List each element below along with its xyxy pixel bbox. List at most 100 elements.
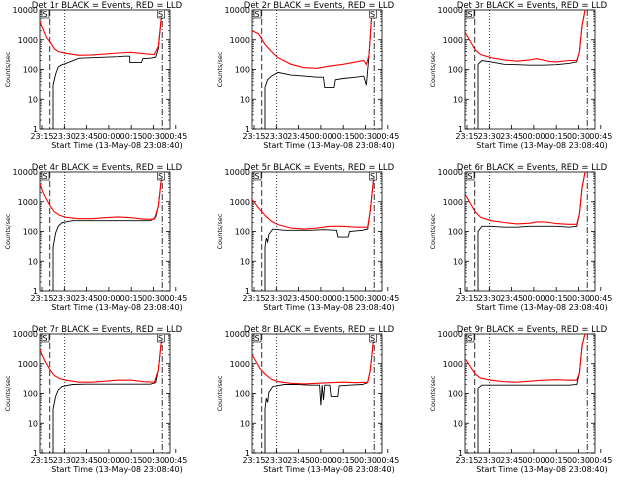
- x-tick-label: 23:15: [30, 456, 53, 465]
- x-tick-label: 00:45: [164, 294, 187, 303]
- y-tick-label: 10: [453, 95, 463, 104]
- x-tick-label: 00:00: [97, 132, 120, 141]
- marker-label: S: [467, 334, 472, 343]
- marker-box: [41, 9, 50, 19]
- x-tick-label: 23:30: [53, 456, 76, 465]
- panel-title: Det 9r BLACK = Events, RED = LLD: [457, 325, 608, 335]
- y-tick-label: 1: [458, 449, 463, 458]
- x-tick-label: 00:00: [522, 132, 545, 141]
- y-tick-label: 10000: [13, 168, 38, 177]
- marker-box: [466, 171, 475, 181]
- x-tick-label: 00:30: [354, 294, 377, 303]
- x-tick-label: 00:30: [142, 132, 165, 141]
- marker-label: S: [370, 334, 375, 343]
- y-tick-label: 10000: [438, 168, 463, 177]
- panel-title: Det 2r BLACK = Events, RED = LLD: [244, 1, 395, 11]
- panel-det-7: Det 7r BLACK = Events, RED = LLD 1 10 100 10…: [4, 325, 187, 474]
- plot-frame: [39, 333, 171, 454]
- plot-frame: [39, 171, 171, 292]
- y-axis-label: Counts/sec: [216, 375, 224, 411]
- series-line-lld: [252, 10, 374, 69]
- x-axis-label: Start Time (13-May-08 23:08:40): [51, 303, 182, 312]
- marker-label: S: [254, 172, 259, 181]
- marker-box: [253, 171, 262, 181]
- y-tick-label: 1000: [230, 36, 250, 45]
- panel-title: Det 1r BLACK = Events, RED = LLD: [32, 1, 183, 11]
- x-axis-label: Start Time (13-May-08 23:08:40): [263, 465, 394, 474]
- x-tick-label: 00:30: [354, 132, 377, 141]
- x-tick-label: 23:30: [478, 456, 501, 465]
- x-axis-label: Start Time (13-May-08 23:08:40): [51, 141, 182, 150]
- x-tick-label: 23:30: [265, 294, 288, 303]
- panel-det-4: Det 4r BLACK = Events, RED = LLD 1 10 100 10…: [4, 163, 187, 312]
- y-tick-label: 100: [448, 228, 463, 237]
- x-axis-label: Start Time (13-May-08 23:08:40): [476, 303, 607, 312]
- y-tick-label: 1000: [230, 198, 250, 207]
- y-tick-label: 10: [240, 419, 250, 428]
- plot-frame: [464, 333, 596, 454]
- series-line-lld: [40, 334, 164, 383]
- panel-title: Det 5r BLACK = Events, RED = LLD: [244, 163, 395, 173]
- y-tick-label: 1000: [18, 36, 38, 45]
- x-tick-label: 23:45: [500, 294, 523, 303]
- x-tick-label: 23:15: [242, 132, 265, 141]
- x-axis-label: Start Time (13-May-08 23:08:40): [263, 303, 394, 312]
- marker-box: [369, 9, 377, 19]
- x-tick-label: 00:00: [522, 456, 545, 465]
- y-tick-label: 10: [28, 95, 38, 104]
- series-line-lld: [252, 172, 376, 230]
- panel-det-9: Det 9r BLACK = Events, RED = LLD 1 10 100 10…: [429, 325, 612, 474]
- y-axis-label: Counts/sec: [4, 213, 12, 249]
- y-tick-label: 1: [245, 125, 250, 134]
- series-line-lld: [40, 10, 164, 56]
- series-line-events: [52, 172, 164, 291]
- x-tick-label: 00:15: [120, 456, 143, 465]
- marker-label: S: [370, 10, 375, 19]
- y-axis-label: Counts/sec: [216, 51, 224, 87]
- x-tick-label: 00:00: [309, 132, 332, 141]
- series-line-lld: [465, 334, 586, 383]
- y-tick-label: 100: [448, 390, 463, 399]
- x-tick-label: 23:15: [30, 132, 53, 141]
- marker-label: S: [158, 172, 163, 181]
- panel-det-5: Det 5r BLACK = Events, RED = LLD 1 10 100 10…: [216, 163, 399, 312]
- x-tick-label: 23:15: [242, 456, 265, 465]
- x-axis-label: Start Time (13-May-08 23:08:40): [476, 465, 607, 474]
- marker-label: S: [254, 10, 259, 19]
- series-line-events: [264, 334, 376, 453]
- x-tick-label: 23:45: [287, 294, 310, 303]
- x-tick-label: 23:45: [500, 132, 523, 141]
- marker-box: [369, 333, 377, 343]
- marker-box: [369, 171, 377, 181]
- marker-box: [466, 9, 475, 19]
- marker-label: S: [42, 172, 47, 181]
- plot-frame: [464, 9, 596, 130]
- panel-det-1: Det 1r BLACK = Events, RED = LLD 1 10 100 10…: [4, 1, 187, 150]
- y-tick-label: 1000: [443, 198, 463, 207]
- panel-title: Det 6r BLACK = Events, RED = LLD: [457, 163, 608, 173]
- y-tick-label: 1: [245, 449, 250, 458]
- x-tick-label: 23:30: [265, 456, 288, 465]
- y-tick-label: 10: [28, 419, 38, 428]
- plot-frame: [251, 333, 383, 454]
- marker-label: S: [158, 334, 163, 343]
- marker-box: [253, 333, 262, 343]
- y-tick-label: 100: [235, 228, 250, 237]
- panel-title: Det 3r BLACK = Events, RED = LLD: [457, 1, 608, 11]
- y-tick-label: 10000: [225, 6, 250, 15]
- x-axis-label: Start Time (13-May-08 23:08:40): [263, 141, 394, 150]
- x-tick-label: 00:45: [164, 132, 187, 141]
- x-tick-label: 00:00: [97, 456, 120, 465]
- x-tick-label: 00:45: [589, 132, 612, 141]
- x-tick-label: 00:45: [164, 456, 187, 465]
- y-tick-label: 100: [23, 390, 38, 399]
- x-tick-label: 00:00: [97, 294, 120, 303]
- y-tick-label: 100: [23, 66, 38, 75]
- x-tick-label: 00:00: [522, 294, 545, 303]
- y-tick-label: 1000: [443, 36, 463, 45]
- x-tick-label: 00:00: [309, 456, 332, 465]
- series-line-events: [52, 10, 164, 129]
- y-tick-label: 1: [33, 449, 38, 458]
- y-tick-label: 100: [23, 228, 38, 237]
